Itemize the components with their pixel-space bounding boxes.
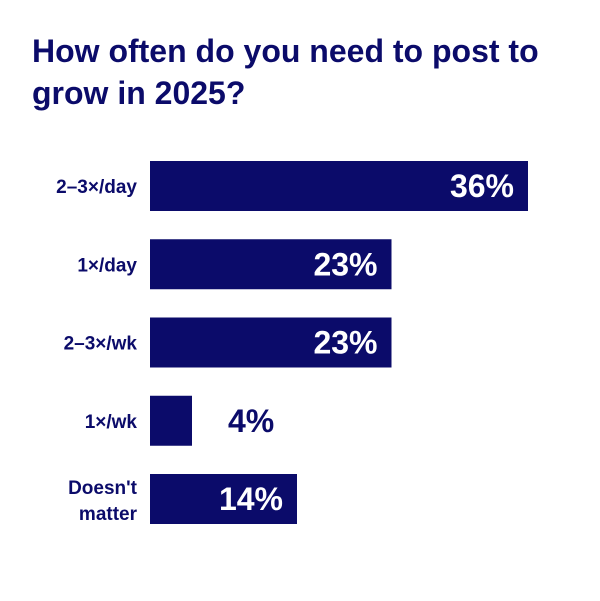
value-label-1: 23% xyxy=(313,246,377,282)
category-label-1: 1×/day xyxy=(77,255,137,276)
value-label-3: 4% xyxy=(228,403,274,439)
category-label-2: 2–3×/wk xyxy=(64,334,138,355)
category-label-0: 2–3×/day xyxy=(56,177,137,198)
category-label-3: 1×/wk xyxy=(85,412,138,433)
value-label-4: 14% xyxy=(219,481,283,517)
bar-1 xyxy=(150,239,392,290)
bar-3 xyxy=(150,395,192,446)
chart-title: How often do you need to post to grow in… xyxy=(32,33,539,111)
bar-0 xyxy=(150,161,528,211)
value-label-0: 36% xyxy=(450,168,514,204)
category-label-4: Doesn't matter xyxy=(68,478,138,525)
bar-4 xyxy=(150,474,297,524)
bar-2 xyxy=(150,317,392,368)
value-label-2: 23% xyxy=(313,325,377,361)
